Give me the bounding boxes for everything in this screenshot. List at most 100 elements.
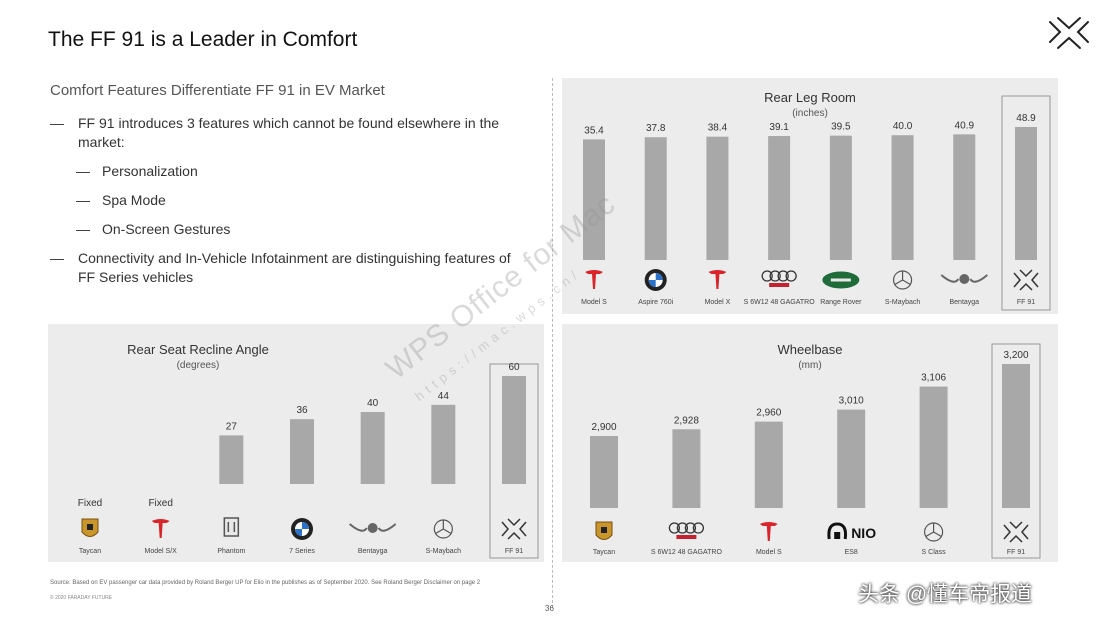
bentley-logo-icon: [940, 274, 988, 284]
value-label: 44: [438, 391, 450, 402]
chart-unit: (inches): [792, 108, 828, 119]
bullet-subitem: Personalization: [50, 162, 520, 181]
value-label: 3,010: [839, 396, 864, 407]
category-label: Model S: [581, 299, 607, 306]
bar: [919, 386, 948, 508]
category-label: Bentayga: [358, 548, 388, 555]
value-label: 37.8: [646, 123, 666, 134]
category-label: Bentayga: [949, 299, 979, 306]
value-label: 39.1: [769, 122, 789, 133]
value-label: 48.9: [1016, 113, 1036, 124]
category-label: S 6W12 48 GAGATRO: [744, 299, 816, 306]
bar: [431, 404, 456, 484]
rollsroyce-logo-icon: [223, 517, 240, 537]
category-label: Range Rover: [820, 299, 862, 306]
bar: [768, 136, 791, 260]
landrover-logo-icon: [821, 270, 861, 290]
bullet-subitem: Spa Mode: [50, 191, 520, 210]
category-label: S Class: [922, 549, 947, 556]
chart-title: Rear Seat Recline Angle: [127, 342, 269, 357]
copyright-note: © 2020 FARADAY FUTURE: [50, 595, 113, 601]
mercedes-logo-icon: [433, 519, 453, 539]
chart-rear-leg-room: Rear Leg Room (inches) 35.4 Model S 37.8 Aspi…: [562, 78, 1058, 314]
slide-subtitle: Comfort Features Differentiate FF 91 in …: [50, 82, 385, 99]
chart-unit: (degrees): [177, 360, 220, 371]
category-label: FF 91: [1017, 299, 1035, 306]
chart-title: Wheelbase: [777, 342, 842, 357]
tesla-logo-icon: [708, 270, 727, 289]
mercedes-logo-icon: [924, 522, 944, 542]
slide-title: The FF 91 is a Leader in Comfort: [48, 28, 358, 51]
page-number: 36: [545, 604, 554, 613]
value-label: Fixed: [78, 498, 102, 509]
chart-rear-leg-room-svg: Rear Leg Room (inches) 35.4 Model S 37.8 Aspi…: [581, 90, 1051, 311]
bullet-item: Connectivity and In-Vehicle Infotainment…: [50, 249, 520, 287]
category-label: S-Maybach: [426, 548, 462, 555]
value-label: 39.5: [831, 122, 851, 133]
value-label: 60: [508, 362, 520, 373]
mercedes-logo-icon: [892, 270, 913, 290]
source-note: Source: Based on EV passenger car data p…: [50, 580, 481, 586]
bar: [219, 435, 244, 484]
ff-logo-icon: [501, 518, 527, 540]
ff-logo-icon: [1049, 17, 1089, 49]
bmw-logo-icon: [644, 269, 667, 291]
bar: [754, 421, 783, 508]
highlight-box: [991, 343, 1041, 559]
value-label: 35.4: [584, 125, 604, 136]
highlight-box: [489, 363, 539, 559]
chart-rear-seat-recline: Rear Seat Recline Angle (degrees) Fixed Tay…: [48, 324, 544, 562]
chart-rear-seat-recline-svg: Rear Seat Recline Angle (degrees) Fixed Tay…: [78, 342, 539, 559]
category-label: FF 91: [1007, 549, 1025, 556]
audi-logo-icon: [761, 270, 797, 287]
bentley-logo-icon: [349, 523, 397, 533]
porsche-logo-icon: [81, 518, 99, 537]
chart-title: Rear Leg Room: [764, 90, 856, 105]
bullet-item: FF 91 introduces 3 features which cannot…: [50, 114, 520, 152]
category-label: S-Maybach: [885, 299, 921, 306]
bullet-subitem: On-Screen Gestures: [50, 220, 520, 239]
bar: [829, 135, 852, 260]
value-label: 40: [367, 398, 379, 409]
audi-logo-icon: [668, 522, 705, 539]
tesla-logo-icon: [585, 270, 603, 289]
value-label: 2,960: [756, 408, 781, 419]
value-label: 3,200: [1003, 350, 1028, 361]
bar: [672, 429, 701, 508]
bullet-list: FF 91 introduces 3 features which cannot…: [50, 114, 520, 297]
category-label: Taycan: [79, 548, 101, 555]
chart-unit: (mm): [798, 360, 821, 371]
bar: [953, 134, 976, 260]
category-label: Model S: [756, 549, 782, 556]
category-label: Aspire 760i: [638, 299, 673, 306]
bar: [1002, 364, 1030, 508]
bar: [706, 136, 729, 260]
tesla-logo-icon: [151, 519, 170, 538]
value-label: 40.0: [893, 121, 913, 132]
bar: [837, 409, 866, 508]
bar: [502, 376, 526, 484]
ff-logo-icon: [1003, 521, 1029, 543]
category-label: ES8: [845, 549, 858, 556]
value-label: 27: [226, 421, 238, 432]
bar: [1015, 127, 1037, 261]
bar: [290, 419, 314, 484]
value-label: 2,928: [674, 415, 699, 426]
ff-logo-icon: [1013, 269, 1039, 291]
toutiao-watermark: 头条 @懂车帝报道: [858, 583, 1033, 606]
category-label: Model S/X: [145, 548, 178, 555]
bar: [590, 436, 618, 508]
category-label: Phantom: [217, 548, 245, 555]
nio-logo-icon: NIO: [827, 522, 876, 541]
value-label: Fixed: [148, 498, 172, 509]
value-label: 40.9: [955, 120, 975, 131]
category-label: Model X: [705, 299, 731, 306]
value-label: 38.4: [708, 123, 728, 134]
chart-wheelbase-svg: Wheelbase (mm) 2,900 Taycan 2,928 S 6W12 48 G…: [590, 342, 1041, 559]
category-label: 7 Series: [289, 548, 315, 555]
column-divider: [552, 78, 553, 608]
category-label: FF 91: [505, 548, 523, 555]
value-label: 2,900: [591, 422, 616, 433]
category-label: S 6W12 48 GAGATRO: [651, 549, 723, 556]
value-label: 36: [296, 405, 308, 416]
